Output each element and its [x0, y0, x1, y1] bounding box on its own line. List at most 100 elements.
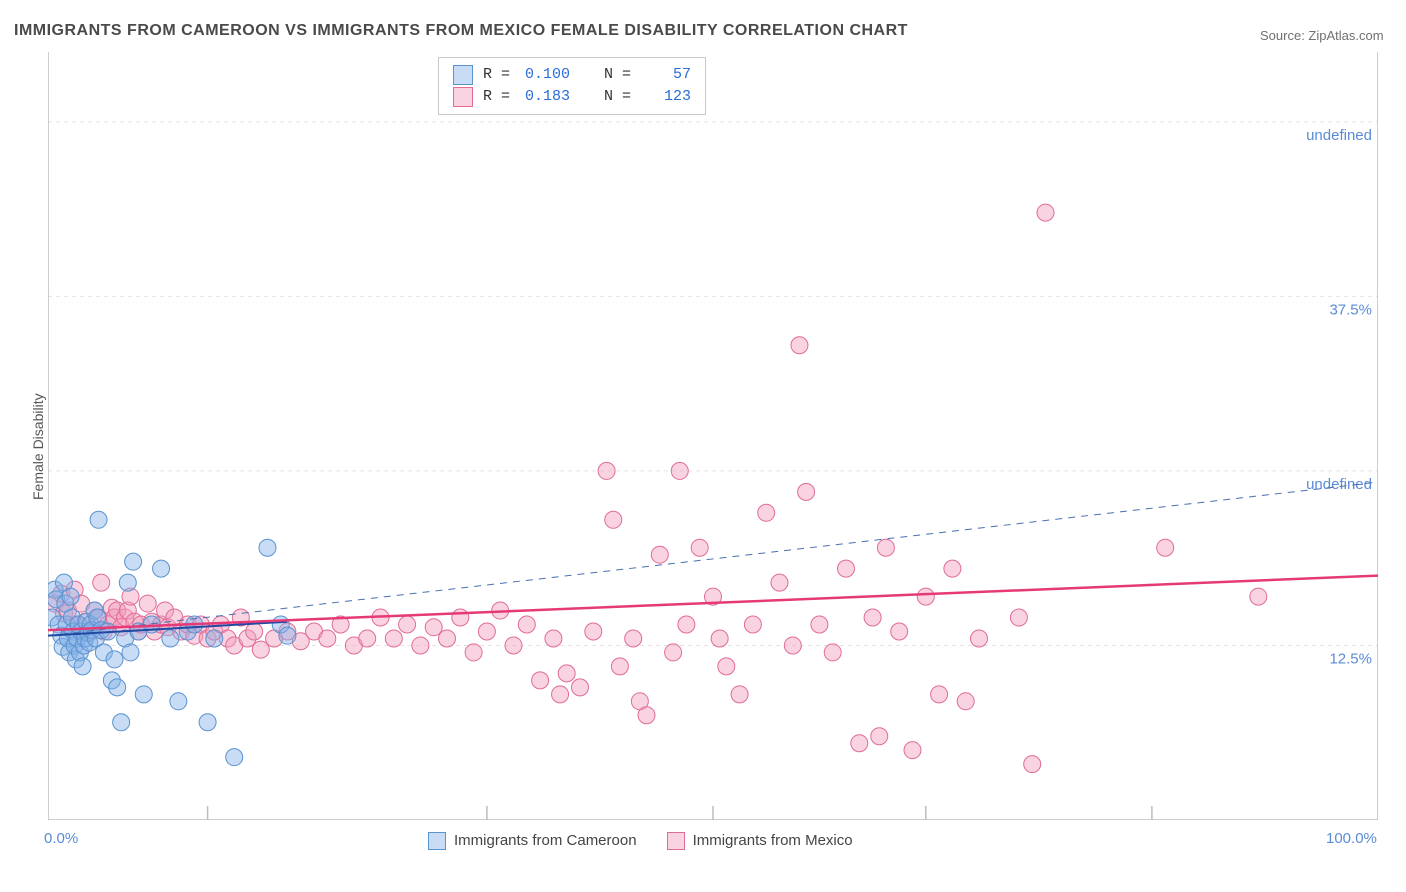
swatch-cameroon	[453, 65, 473, 85]
data-point-mexico	[917, 588, 934, 605]
data-point-cameroon	[199, 714, 216, 731]
data-point-mexico	[944, 560, 961, 577]
legend-label: Immigrants from Mexico	[693, 832, 853, 849]
data-point-mexico	[246, 623, 263, 640]
data-point-cameroon	[119, 574, 136, 591]
correlation-stats-box: R =0.100 N =57 R =0.183 N =123	[438, 57, 706, 115]
data-point-mexico	[558, 665, 575, 682]
data-point-mexico	[585, 623, 602, 640]
data-point-mexico	[758, 504, 775, 521]
data-point-mexico	[665, 644, 682, 661]
data-point-mexico	[731, 686, 748, 703]
data-point-mexico	[1157, 539, 1174, 556]
data-point-cameroon	[226, 749, 243, 766]
data-point-mexico	[651, 546, 668, 563]
data-point-mexico	[518, 616, 535, 633]
data-point-cameroon	[122, 644, 139, 661]
data-point-mexico	[718, 658, 735, 675]
source-attribution: Source: ZipAtlas.com	[1260, 28, 1384, 43]
data-point-cameroon	[90, 511, 107, 528]
data-point-mexico	[904, 742, 921, 759]
svg-text:undefined: undefined	[1306, 476, 1372, 493]
data-point-mexico	[1024, 756, 1041, 773]
data-point-mexico	[971, 630, 988, 647]
data-point-mexico	[319, 630, 336, 647]
y-axis-label: Female Disability	[30, 393, 46, 500]
data-point-cameroon	[162, 630, 179, 647]
data-point-mexico	[931, 686, 948, 703]
stat-row-cameroon: R =0.100 N =57	[453, 64, 691, 86]
data-point-mexico	[545, 630, 562, 647]
data-point-mexico	[532, 672, 549, 689]
data-point-mexico	[552, 686, 569, 703]
data-point-mexico	[465, 644, 482, 661]
data-point-mexico	[638, 707, 655, 724]
data-point-mexico	[711, 630, 728, 647]
data-point-mexico	[439, 630, 456, 647]
data-point-cameroon	[153, 560, 170, 577]
data-point-mexico	[425, 619, 442, 636]
data-point-cameroon	[113, 714, 130, 731]
data-point-mexico	[252, 641, 269, 658]
legend-label: Immigrants from Cameroon	[454, 832, 637, 849]
data-point-mexico	[891, 623, 908, 640]
chart-title: IMMIGRANTS FROM CAMEROON VS IMMIGRANTS F…	[14, 22, 908, 40]
data-point-mexico	[877, 539, 894, 556]
data-point-mexico	[605, 511, 622, 528]
data-point-mexico	[505, 637, 522, 654]
x-axis-legend: Immigrants from Cameroon Immigrants from …	[428, 832, 853, 850]
data-point-cameroon	[170, 693, 187, 710]
data-point-cameroon	[109, 679, 126, 696]
data-point-cameroon	[125, 553, 142, 570]
data-point-mexico	[385, 630, 402, 647]
data-point-mexico	[139, 595, 156, 612]
data-point-mexico	[851, 735, 868, 752]
svg-text:12.5%: 12.5%	[1329, 650, 1372, 667]
swatch-mexico	[453, 87, 473, 107]
data-point-mexico	[957, 693, 974, 710]
scatter-plot: 12.5% undefined 37.5% undefined	[48, 52, 1378, 820]
data-point-mexico	[1250, 588, 1267, 605]
stat-row-mexico: R =0.183 N =123	[453, 86, 691, 108]
data-point-mexico	[744, 616, 761, 633]
data-point-mexico	[784, 637, 801, 654]
data-point-mexico	[625, 630, 642, 647]
data-point-mexico	[811, 616, 828, 633]
data-point-mexico	[93, 574, 110, 591]
data-point-mexico	[611, 658, 628, 675]
legend-item-cameroon: Immigrants from Cameroon	[428, 832, 637, 850]
x-tick-label: 100.0%	[1326, 830, 1377, 847]
x-tick-label: 0.0%	[44, 830, 78, 847]
data-point-cameroon	[259, 539, 276, 556]
data-point-mexico	[678, 616, 695, 633]
legend-swatch-cameroon	[428, 832, 446, 850]
data-point-mexico	[771, 574, 788, 591]
data-point-cameroon	[206, 630, 223, 647]
data-point-mexico	[838, 560, 855, 577]
data-point-mexico	[452, 609, 469, 626]
data-point-mexico	[871, 728, 888, 745]
data-point-mexico	[864, 609, 881, 626]
data-point-mexico	[691, 539, 708, 556]
data-point-mexico	[572, 679, 589, 696]
data-point-cameroon	[106, 651, 123, 668]
data-point-mexico	[1010, 609, 1027, 626]
data-point-mexico	[598, 462, 615, 479]
data-point-cameroon	[74, 658, 91, 675]
data-point-cameroon	[62, 588, 79, 605]
data-point-cameroon	[279, 627, 296, 644]
svg-text:undefined: undefined	[1306, 127, 1372, 144]
data-point-mexico	[824, 644, 841, 661]
data-point-mexico	[1037, 204, 1054, 221]
data-point-mexico	[791, 337, 808, 354]
data-point-mexico	[399, 616, 416, 633]
data-point-mexico	[798, 483, 815, 500]
data-point-mexico	[671, 462, 688, 479]
svg-text:37.5%: 37.5%	[1329, 301, 1372, 318]
legend-item-mexico: Immigrants from Mexico	[667, 832, 853, 850]
data-point-cameroon	[135, 686, 152, 703]
data-point-mexico	[412, 637, 429, 654]
data-point-mexico	[478, 623, 495, 640]
legend-swatch-mexico	[667, 832, 685, 850]
data-point-mexico	[359, 630, 376, 647]
